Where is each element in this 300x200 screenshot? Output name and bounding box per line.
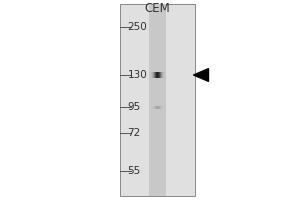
Bar (160, 72, 161, 78)
Bar (149, 72, 150, 78)
Bar (158, 72, 159, 78)
Bar (157, 72, 158, 78)
Bar (120, 4, 195, 196)
Bar (150, 72, 151, 78)
Bar (162, 72, 163, 78)
Bar (152, 72, 153, 78)
Bar (162, 106, 163, 108)
Bar (153, 106, 154, 108)
Bar (161, 106, 162, 108)
Polygon shape (194, 69, 208, 81)
Bar (160, 72, 161, 78)
Bar (149, 106, 150, 108)
Bar (155, 72, 156, 78)
Bar (164, 106, 165, 108)
Bar (154, 72, 155, 78)
Bar (155, 106, 156, 108)
Bar (154, 72, 155, 78)
Bar (154, 106, 155, 108)
Bar (166, 72, 167, 78)
Bar (156, 72, 157, 78)
Bar (166, 106, 167, 108)
Bar (163, 72, 164, 78)
Bar (154, 106, 155, 108)
Text: 72: 72 (128, 128, 141, 138)
Bar (160, 106, 161, 108)
Bar (163, 106, 164, 108)
Bar (157, 106, 158, 108)
Bar (150, 106, 151, 108)
Bar (159, 72, 160, 78)
Bar (156, 106, 157, 108)
Text: 250: 250 (128, 22, 147, 32)
Bar (148, 106, 149, 108)
Bar (159, 106, 160, 108)
Bar (153, 72, 154, 78)
Bar (158, 106, 159, 108)
Bar (165, 106, 166, 108)
Text: 95: 95 (128, 102, 141, 112)
Bar (148, 4, 166, 196)
Bar (151, 72, 152, 78)
Bar (160, 106, 161, 108)
Bar (165, 72, 166, 78)
Bar (161, 72, 162, 78)
Bar (164, 72, 165, 78)
Bar (151, 106, 152, 108)
Text: 55: 55 (128, 166, 141, 176)
Text: CEM: CEM (145, 2, 170, 15)
Text: 130: 130 (128, 70, 147, 80)
Bar (148, 72, 149, 78)
Bar (152, 106, 153, 108)
